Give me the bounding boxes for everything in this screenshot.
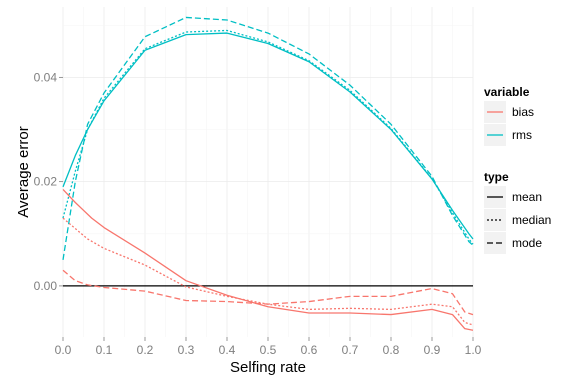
series-rms-mean xyxy=(62,32,474,240)
series-bias-mean xyxy=(62,189,474,331)
x-tick-label-0-9: 0.9 xyxy=(424,343,441,357)
grid xyxy=(62,7,474,337)
x-tick-label-0-7: 0.7 xyxy=(342,343,359,357)
axis-ticks: 0.0 0.1 0.2 0.3 0.4 0.5 0.6 0.7 0.8 0.9 1.0 0.00 0.0… xyxy=(34,70,482,357)
legend-variable-title: variable xyxy=(484,85,530,99)
legend-label-bias: bias xyxy=(512,105,534,119)
legend-item-mode: mode xyxy=(484,232,542,254)
y-tick-label-0-02: 0.02 xyxy=(34,175,58,189)
legend-key-mode xyxy=(484,232,506,254)
y-tick-label-0-00: 0.00 xyxy=(34,279,58,293)
legend-type-title: type xyxy=(484,170,509,184)
legend-item-rms: rms xyxy=(484,124,532,146)
legend-label-mean: mean xyxy=(512,190,542,204)
x-tick-label-0-1: 0.1 xyxy=(96,343,113,357)
x-axis-title: Selfing rate xyxy=(230,359,306,376)
x-tick-label-1-0: 1.0 xyxy=(465,343,482,357)
legend-item-bias: bias xyxy=(484,101,534,123)
legend-label-median: median xyxy=(512,213,551,227)
x-tick-label-0-3: 0.3 xyxy=(178,343,195,357)
series-bias-mode xyxy=(62,269,474,316)
x-tick-label-0-2: 0.2 xyxy=(137,343,154,357)
legend-item-mean: mean xyxy=(484,186,542,208)
y-axis-title: Average error xyxy=(15,126,32,217)
legend-type: type mean median mode xyxy=(484,170,551,254)
legend-label-rms: rms xyxy=(512,128,532,142)
series-layer xyxy=(62,16,474,331)
y-tick-label-0-04: 0.04 xyxy=(34,70,58,84)
legend-item-median: median xyxy=(484,209,551,231)
x-tick-label-0-4: 0.4 xyxy=(219,343,236,357)
legend-variable: variable bias rms xyxy=(484,85,534,146)
legend-label-mode: mode xyxy=(512,236,542,250)
series-rms-mode xyxy=(62,16,474,260)
x-tick-label-0-6: 0.6 xyxy=(301,343,318,357)
x-tick-label-0-5: 0.5 xyxy=(260,343,277,357)
x-tick-label-0-0: 0.0 xyxy=(55,343,72,357)
x-tick-label-0-8: 0.8 xyxy=(383,343,400,357)
